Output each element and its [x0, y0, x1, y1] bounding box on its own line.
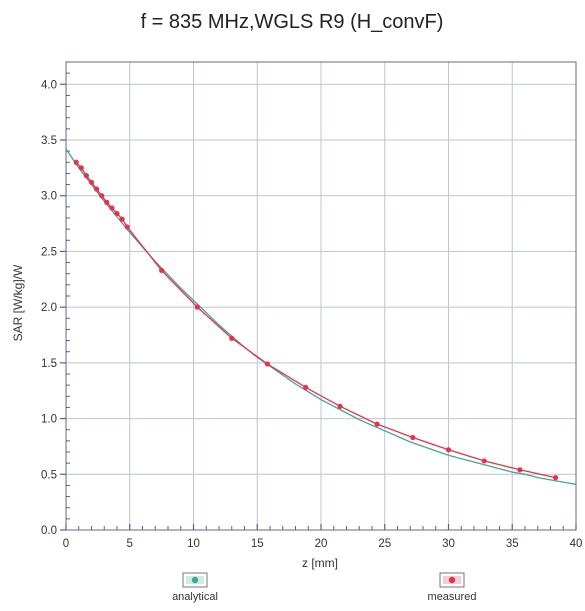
y-tick-label: 2.0 — [41, 302, 57, 314]
x-tick-label: 25 — [378, 538, 391, 550]
x-tick-label: 15 — [251, 538, 264, 550]
measured-point — [303, 384, 309, 390]
y-tick-label: 1.0 — [41, 414, 57, 426]
measured-point — [104, 199, 110, 205]
y-tick-label: 2.5 — [41, 246, 57, 258]
measured-point — [114, 210, 120, 217]
axis-ticks: 0 5 10 15 20 25 30 35 40 0.0 0.5 1.0 1.5 2.0 2.5 3.0 3.5… — [41, 61, 583, 550]
legend-marker — [191, 576, 199, 584]
legend-marker — [448, 576, 456, 584]
measured-line — [75, 161, 556, 479]
x-tick-label: 30 — [442, 538, 455, 550]
y-tick-label: 0.0 — [41, 525, 57, 537]
y-tick-label: 0.5 — [41, 469, 57, 481]
legend-item-measured: measured — [428, 572, 477, 603]
measured-point — [94, 186, 100, 192]
x-axis-label: z [mm] — [302, 556, 338, 570]
measured-point — [410, 434, 416, 441]
measured-point — [337, 403, 343, 409]
measured-point — [109, 205, 115, 211]
x-tick-label: 0 — [63, 538, 69, 550]
y-tick-label: 3.0 — [41, 191, 57, 203]
measured-point — [119, 216, 125, 222]
measured-point — [88, 179, 95, 185]
measured-point — [194, 304, 200, 310]
x-tick-label: 40 — [570, 538, 583, 550]
legend-label: analytical — [172, 591, 218, 603]
legend-label: measured — [428, 591, 477, 603]
measured-point — [73, 159, 79, 165]
measured-point — [553, 475, 559, 481]
measured-point — [99, 193, 105, 199]
measured-point — [124, 224, 130, 230]
x-tick-label: 35 — [506, 538, 519, 550]
x-tick-label: 5 — [127, 538, 133, 550]
grid — [66, 62, 576, 530]
y-axis-label: SAR [W/kg]/W — [11, 264, 25, 341]
chart-title: f = 835 MHz,WGLS R9 (H_convF) — [141, 11, 444, 33]
y-tick-label: 3.5 — [41, 135, 57, 147]
legend-item-analytical: analytical — [172, 572, 218, 603]
legend: analytical measured — [172, 572, 477, 603]
x-tick-label: 10 — [187, 538, 200, 550]
measured-point — [445, 447, 452, 453]
measured-point — [374, 421, 380, 427]
measured-point — [229, 335, 235, 341]
y-tick-label: 1.5 — [41, 358, 57, 370]
measured-point — [159, 267, 165, 273]
measured-point — [481, 458, 487, 464]
measured-point — [264, 361, 271, 367]
measured-point — [83, 173, 89, 179]
series-layer — [65, 148, 577, 485]
x-tick-label: 20 — [315, 538, 328, 550]
y-tick-label: 4.0 — [41, 79, 57, 91]
measured-point — [78, 165, 84, 171]
measured-point — [517, 467, 523, 473]
